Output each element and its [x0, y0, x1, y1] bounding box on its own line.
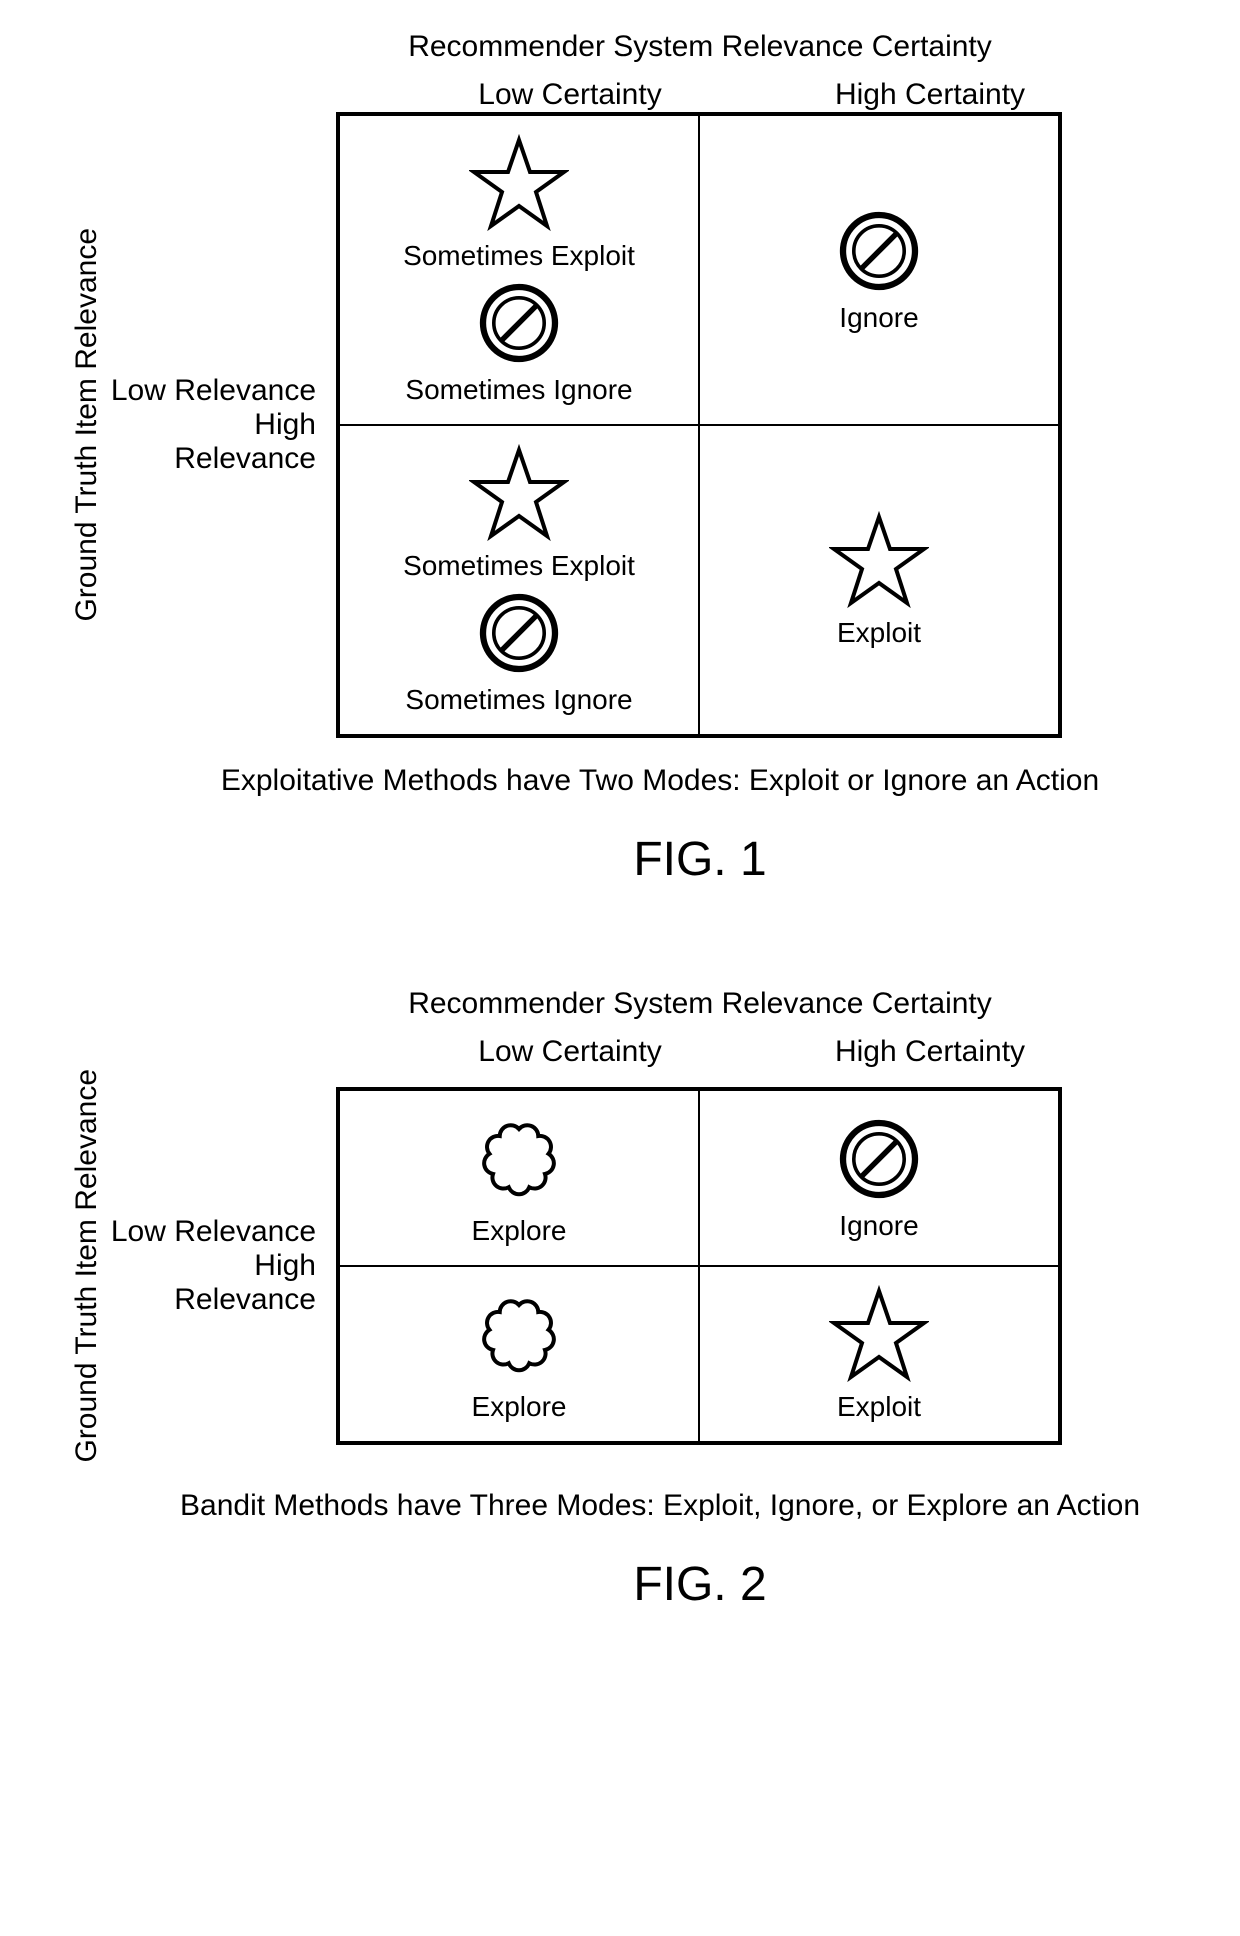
fig2-yaxis-label: Ground Truth Item Relevance [70, 1069, 106, 1463]
fig2-cell-r1c0: Explore [339, 1266, 699, 1442]
star-icon [829, 511, 929, 611]
prohibit-icon [834, 206, 924, 296]
prohibit-icon [474, 588, 564, 678]
fig2-row-labels: Low Relevance High Relevance [106, 1215, 336, 1317]
cell-text: Exploit [837, 617, 921, 649]
cell-text: Exploit [837, 1391, 921, 1423]
fig1-col0-header: Low Certainty [390, 78, 750, 112]
fig1-cell-r1c0: Sometimes Exploit Sometimes Ignore [339, 425, 699, 735]
fig2-row1-label: High Relevance [106, 1249, 336, 1317]
fig2-label: FIG. 2 [70, 1557, 1170, 1612]
fig1-matrix: Sometimes Exploit Sometimes Ignore Ignor… [336, 112, 1062, 738]
figure-1: Recommender System Relevance Certainty L… [70, 30, 1170, 887]
cell-text: Sometimes Ignore [405, 684, 632, 716]
fig2-cell-r0c0: Explore [339, 1090, 699, 1266]
cell-text: Ignore [839, 302, 918, 334]
star-icon [469, 444, 569, 544]
fig1-cell-r1c1: Exploit [699, 425, 1059, 735]
fig2-col1-header: High Certainty [750, 1035, 1110, 1069]
fig2-row0-label: Low Relevance [106, 1215, 336, 1249]
fig2-cell-r0c1: Ignore [699, 1090, 1059, 1266]
fig2-matrix: Explore Ignore Explore Exploit [336, 1087, 1062, 1445]
fig1-caption: Exploitative Methods have Two Modes: Exp… [70, 764, 1170, 798]
fig2-col-headers: Low Certainty High Certainty [70, 1035, 1170, 1069]
cell-text: Sometimes Exploit [403, 550, 635, 582]
cloud-icon [469, 1109, 569, 1209]
prohibit-icon [834, 1114, 924, 1204]
star-icon [829, 1285, 929, 1385]
fig2-top-title: Recommender System Relevance Certainty [70, 987, 1170, 1021]
fig1-col-headers: Low Certainty High Certainty [70, 78, 1170, 112]
fig1-cell-r0c0: Sometimes Exploit Sometimes Ignore [339, 115, 699, 425]
cell-text: Sometimes Exploit [403, 240, 635, 272]
fig1-col1-header: High Certainty [750, 78, 1110, 112]
prohibit-icon [474, 278, 564, 368]
figure-2: Recommender System Relevance Certainty L… [70, 987, 1170, 1612]
fig1-top-title: Recommender System Relevance Certainty [70, 30, 1170, 64]
fig2-cell-r1c1: Exploit [699, 1266, 1059, 1442]
fig2-caption: Bandit Methods have Three Modes: Exploit… [70, 1489, 1170, 1523]
fig1-label: FIG. 1 [70, 832, 1170, 887]
cell-text: Explore [472, 1391, 567, 1423]
fig1-row-labels: Low Relevance High Relevance [106, 374, 336, 476]
cell-text: Ignore [839, 1210, 918, 1242]
fig1-row1-label: High Relevance [106, 408, 336, 476]
fig1-yaxis-label: Ground Truth Item Relevance [70, 228, 106, 622]
cell-text: Sometimes Ignore [405, 374, 632, 406]
cell-text: Explore [472, 1215, 567, 1247]
fig1-row0-label: Low Relevance [106, 374, 336, 408]
star-icon [469, 134, 569, 234]
fig1-cell-r0c1: Ignore [699, 115, 1059, 425]
cloud-icon [469, 1285, 569, 1385]
fig2-col0-header: Low Certainty [390, 1035, 750, 1069]
